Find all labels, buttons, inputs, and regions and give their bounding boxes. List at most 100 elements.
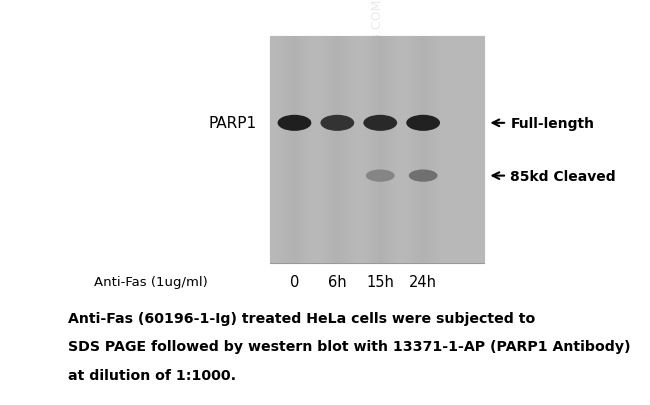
Bar [397,36,398,263]
Bar [479,36,480,263]
Bar [408,36,409,263]
Bar [421,36,422,263]
Text: PARP1: PARP1 [209,116,257,131]
Text: 6h: 6h [328,274,346,289]
Bar [386,36,387,263]
Bar [476,36,477,263]
Ellipse shape [278,115,311,132]
Bar [413,36,414,263]
Bar [355,36,356,263]
Bar [337,36,338,263]
Bar [438,36,439,263]
Bar [291,36,292,263]
Bar [347,36,348,263]
Bar [293,36,294,263]
Bar [280,36,281,263]
Bar [325,36,326,263]
Bar [286,36,287,263]
Bar [335,36,336,263]
Bar [458,36,459,263]
Bar [470,36,471,263]
Bar [317,36,318,263]
Bar [398,36,399,263]
Text: Anti-Fas (60196-1-Ig) treated HeLa cells were subjected to: Anti-Fas (60196-1-Ig) treated HeLa cells… [68,311,536,325]
Bar [423,36,424,263]
Bar [385,36,386,263]
Bar [390,36,391,263]
Bar [271,36,272,263]
Bar [359,36,360,263]
Bar [403,36,404,263]
Bar [472,36,473,263]
Bar [394,36,395,263]
Bar [426,36,427,263]
Bar [457,36,458,263]
Bar [314,36,315,263]
Bar [365,36,366,263]
Bar [307,36,309,263]
Bar [306,36,307,263]
Bar [424,36,425,263]
Bar [382,36,383,263]
Bar [329,36,330,263]
Text: 15h: 15h [367,274,394,289]
Bar [313,36,314,263]
Bar [346,36,347,263]
Bar [324,36,325,263]
Bar [351,36,352,263]
Bar [371,36,372,263]
Bar [370,36,371,263]
Bar [318,36,319,263]
Bar [362,36,363,263]
Bar [353,36,354,263]
Bar [319,36,320,263]
Bar [477,36,478,263]
Bar [366,36,367,263]
Text: at dilution of 1:1000.: at dilution of 1:1000. [68,368,237,382]
Bar [321,36,322,263]
Bar [380,36,381,263]
Bar [372,36,373,263]
Bar [302,36,303,263]
Ellipse shape [366,170,395,182]
Bar [312,36,313,263]
Bar [399,36,400,263]
Bar [468,36,469,263]
Bar [441,36,442,263]
Bar [274,36,275,263]
Bar [279,36,280,263]
Bar [455,36,456,263]
Bar [474,36,475,263]
Bar [407,36,408,263]
Bar [284,36,285,263]
Ellipse shape [363,115,397,132]
Bar [361,36,362,263]
Bar [447,36,448,263]
Bar [412,36,413,263]
Bar [451,36,452,263]
Bar [396,36,397,263]
Bar [278,36,279,263]
Bar [375,36,376,263]
Bar [448,36,449,263]
Text: 24h: 24h [409,274,437,289]
Text: Anti-Fas (1ug/ml): Anti-Fas (1ug/ml) [94,275,208,288]
Bar [272,36,274,263]
Text: 85kd Cleaved: 85kd Cleaved [510,169,616,183]
Text: www.PTGLAB.COM: www.PTGLAB.COM [370,0,383,115]
Bar [339,36,340,263]
Bar [356,36,357,263]
Bar [480,36,482,263]
Bar [364,36,365,263]
Bar [283,36,284,263]
Bar [315,36,316,263]
Bar [338,36,339,263]
Bar [297,36,298,263]
Bar [473,36,474,263]
Bar [395,36,396,263]
Bar [471,36,472,263]
Bar [376,36,378,263]
Bar [431,36,432,263]
Bar [300,36,302,263]
Bar [304,36,305,263]
